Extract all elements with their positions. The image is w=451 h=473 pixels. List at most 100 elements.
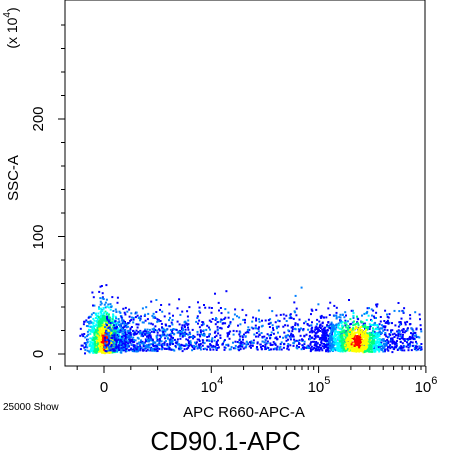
event-point: [98, 336, 100, 339]
event-point: [342, 341, 345, 344]
event-point: [412, 332, 415, 335]
event-point: [115, 333, 117, 336]
event-point: [346, 334, 349, 337]
event-point: [187, 326, 189, 329]
event-point: [104, 342, 107, 345]
event-point: [131, 348, 134, 351]
event-point: [387, 342, 390, 345]
event-point: [238, 339, 241, 342]
event-point: [362, 325, 365, 328]
event-point: [352, 324, 355, 327]
event-point: [234, 308, 237, 311]
event-point: [298, 329, 301, 332]
event-point: [147, 312, 150, 315]
event-point: [199, 311, 202, 314]
event-point: [412, 329, 415, 332]
event-point: [97, 320, 100, 323]
event-point: [366, 310, 369, 313]
event-point: [227, 344, 230, 347]
event-point: [159, 320, 162, 322]
event-point: [402, 333, 404, 336]
event-point: [350, 333, 353, 336]
event-point: [374, 350, 377, 353]
event-point: [118, 329, 121, 332]
event-point: [234, 344, 237, 347]
event-point: [352, 334, 354, 337]
event-point: [327, 350, 330, 353]
event-point: [394, 343, 397, 346]
event-point: [158, 347, 161, 350]
event-point: [355, 338, 358, 341]
event-point: [83, 333, 86, 335]
event-point: [109, 328, 112, 330]
event-point: [398, 330, 401, 333]
event-point: [101, 297, 104, 300]
event-point: [124, 331, 127, 333]
event-point: [162, 331, 165, 333]
event-point: [384, 348, 387, 351]
event-point: [395, 344, 398, 347]
event-point: [345, 321, 348, 324]
event-point: [171, 332, 174, 334]
event-point: [346, 329, 349, 332]
event-point: [177, 347, 180, 350]
event-point: [249, 341, 252, 344]
event-point: [118, 321, 121, 324]
event-point: [129, 328, 132, 331]
event-point: [251, 344, 254, 347]
event-point: [154, 346, 157, 349]
event-point: [321, 345, 324, 348]
event-point: [86, 325, 89, 328]
event-point: [117, 345, 119, 348]
event-point: [409, 341, 412, 344]
event-point: [365, 319, 368, 321]
event-point: [179, 331, 182, 333]
event-point: [345, 337, 348, 340]
event-point: [374, 334, 377, 336]
event-point: [200, 324, 203, 327]
event-point: [364, 348, 367, 351]
event-point: [107, 346, 110, 349]
event-point: [176, 320, 179, 323]
event-point: [340, 336, 343, 339]
event-point: [349, 323, 352, 326]
event-point: [337, 333, 340, 336]
event-point: [255, 319, 258, 322]
event-point: [362, 336, 365, 339]
event-point: [357, 330, 360, 332]
event-point: [336, 344, 339, 347]
event-point: [372, 309, 375, 312]
event-point: [301, 339, 304, 342]
event-point: [325, 344, 328, 346]
event-point: [342, 349, 345, 352]
event-point: [90, 321, 93, 324]
event-point: [310, 324, 313, 327]
event-point: [246, 342, 249, 345]
event-point: [199, 346, 202, 349]
event-point: [339, 340, 341, 343]
event-point: [129, 319, 132, 322]
event-point: [198, 326, 201, 329]
event-point: [148, 344, 151, 347]
event-point: [160, 304, 163, 306]
event-point: [142, 335, 145, 338]
event-point: [407, 339, 410, 342]
event-point: [284, 324, 287, 327]
event-point: [104, 346, 107, 349]
event-point: [310, 329, 313, 332]
event-point: [418, 313, 421, 316]
event-point: [198, 310, 201, 313]
event-point: [402, 310, 405, 313]
event-point: [407, 346, 410, 349]
event-point: [85, 319, 88, 322]
event-point: [165, 328, 168, 331]
event-point: [311, 331, 314, 334]
event-point: [174, 341, 177, 344]
event-point: [92, 296, 95, 299]
event-point: [310, 327, 313, 330]
event-point: [277, 319, 280, 322]
event-point: [340, 342, 343, 345]
event-point: [105, 336, 108, 339]
event-point: [152, 329, 155, 332]
event-point: [178, 298, 181, 301]
